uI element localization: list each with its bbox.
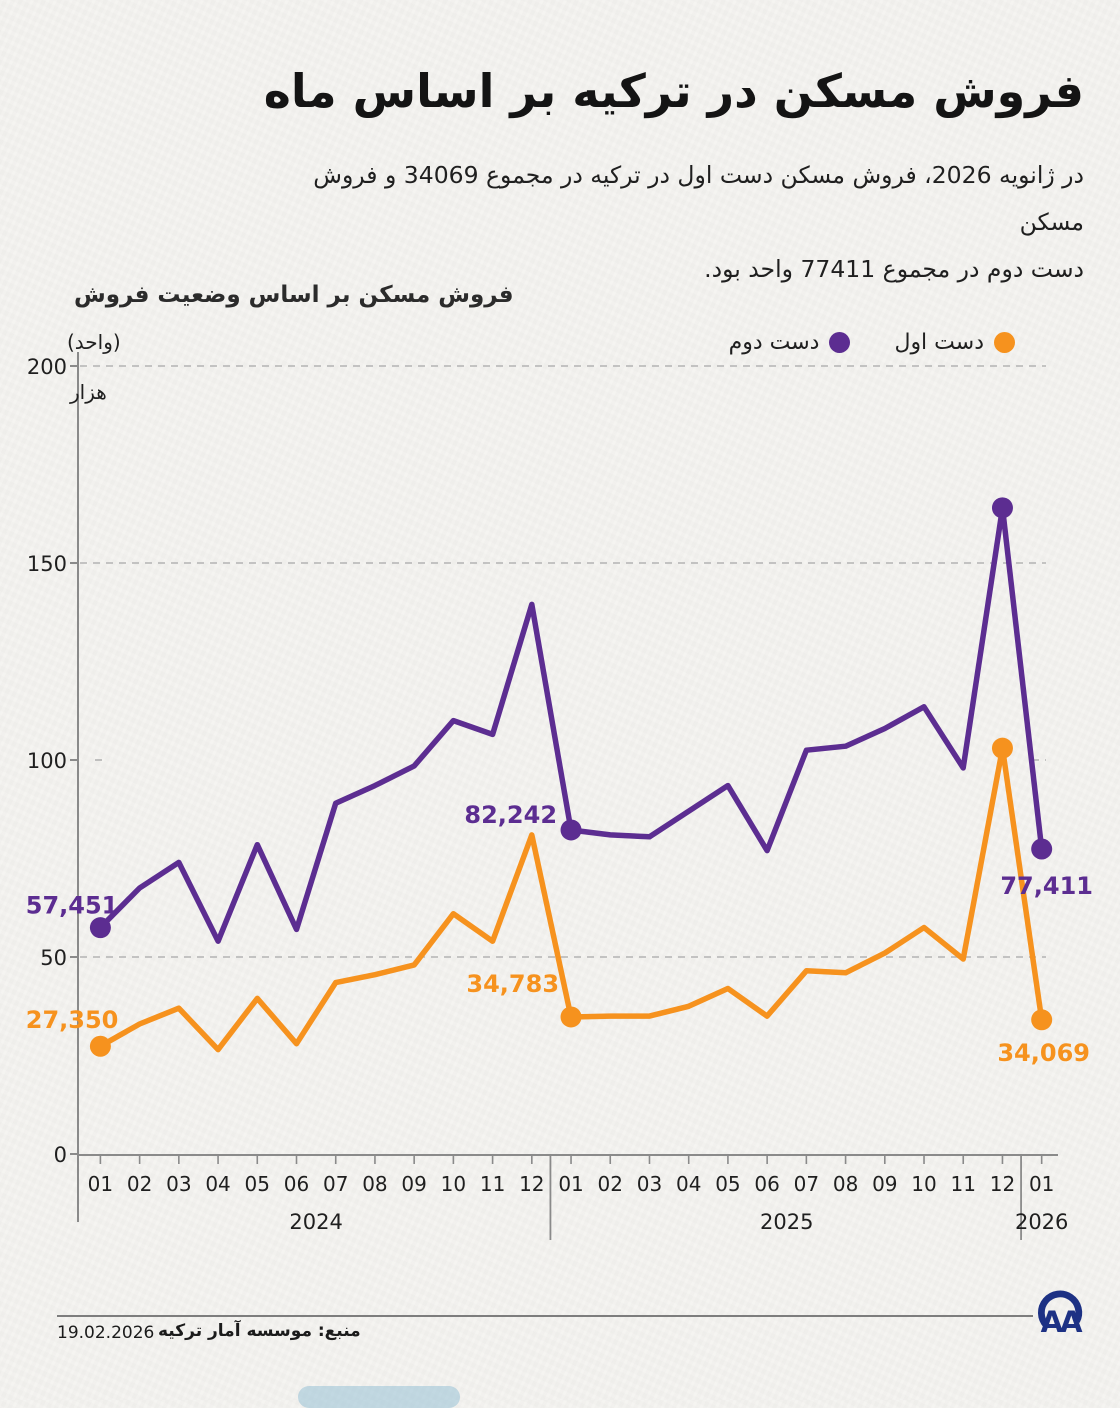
data-point-label: 57,451 (26, 892, 119, 920)
month-label: 10 (441, 1172, 466, 1196)
month-label: 10 (911, 1172, 936, 1196)
subtitle-line-1: در ژانویه 2026، فروش مسکن دست اول در ترک… (313, 161, 1084, 236)
legend-item-second-hand: دست دوم (729, 330, 851, 355)
year-label: 2024 (289, 1210, 342, 1234)
month-label: 11 (951, 1172, 976, 1196)
subtitle-line-2: دست دوم در مجموع 77411 واحد بود. (704, 255, 1084, 283)
legend-item-first-hand: دست اول (894, 330, 1015, 355)
y-tick-label: 0 (54, 1143, 67, 1167)
y-tick-label: 150 (27, 552, 67, 576)
month-label: 05 (245, 1172, 270, 1196)
series-line-first-hand (97, 745, 1045, 1053)
month-label: 06 (284, 1172, 309, 1196)
month-label: 01 (558, 1172, 583, 1196)
month-label: 11 (480, 1172, 505, 1196)
svg-text:AA: AA (1041, 1305, 1083, 1337)
data-point-marker-first-hand (1031, 1009, 1053, 1031)
month-label: 02 (598, 1172, 623, 1196)
month-label: 03 (166, 1172, 191, 1196)
bottom-decoration (298, 1386, 460, 1408)
month-label: 02 (127, 1172, 152, 1196)
data-point-label: 34,783 (466, 970, 559, 998)
footer-divider (57, 1315, 1033, 1317)
data-point-label: 34,069 (997, 1039, 1090, 1067)
month-label: 01 (88, 1172, 113, 1196)
data-point-marker-first-hand (560, 1006, 582, 1028)
chart-legend: دست اول دست دوم (729, 330, 1015, 355)
chart-section-title: فروش مسکن بر اساس وضعیت فروش (74, 282, 514, 308)
data-point-label: 77,411 (1000, 872, 1093, 900)
y-axis-unit-label: (واحد) (67, 330, 121, 354)
legend-dot-first-hand-icon (994, 332, 1015, 353)
month-label: 05 (715, 1172, 740, 1196)
data-point-marker-second-hand (1031, 838, 1053, 860)
data-point-marker-first-hand (89, 1035, 111, 1057)
month-label: 07 (323, 1172, 348, 1196)
year-label: 2025 (760, 1210, 813, 1234)
source-label: منبع: موسسه آمار ترکیه (158, 1321, 361, 1341)
data-point-marker-second-hand (89, 917, 111, 939)
legend-dot-second-hand-icon (829, 332, 851, 353)
page-title: فروش مسکن در ترکیه بر اساس ماه (263, 64, 1085, 118)
y-tick-label: 200 (27, 355, 67, 379)
month-label: 01 (1029, 1172, 1054, 1196)
month-label: 06 (754, 1172, 779, 1196)
y-tick-label: 50 (40, 946, 67, 970)
month-label: 12 (990, 1172, 1015, 1196)
month-label: 09 (401, 1172, 426, 1196)
data-point-label: 82,242 (464, 801, 557, 829)
year-label: 2026 (1015, 1210, 1068, 1234)
data-point-marker-first-hand (991, 737, 1013, 759)
data-point-marker-second-hand (560, 819, 582, 841)
month-label: 03 (637, 1172, 662, 1196)
data-point-marker-second-hand (991, 497, 1013, 519)
legend-label-first-hand: دست اول (894, 330, 984, 355)
month-label: 04 (676, 1172, 701, 1196)
aa-logo: AA (1037, 1290, 1086, 1337)
chart-subtitle: در ژانویه 2026، فروش مسکن دست اول در ترک… (304, 152, 1084, 293)
y-tick-label: 100 (27, 749, 67, 773)
legend-label-second-hand: دست دوم (728, 330, 820, 355)
month-label: 09 (872, 1172, 897, 1196)
month-label: 08 (833, 1172, 858, 1196)
date-label: 19.02.2026 (57, 1323, 155, 1343)
month-label: 07 (794, 1172, 819, 1196)
month-label: 08 (362, 1172, 387, 1196)
series-line-second-hand (97, 505, 1045, 944)
y-axis-unit-label: هزار (69, 380, 107, 404)
month-label: 04 (205, 1172, 230, 1196)
data-point-label: 27,350 (26, 1006, 119, 1034)
month-label: 12 (519, 1172, 544, 1196)
